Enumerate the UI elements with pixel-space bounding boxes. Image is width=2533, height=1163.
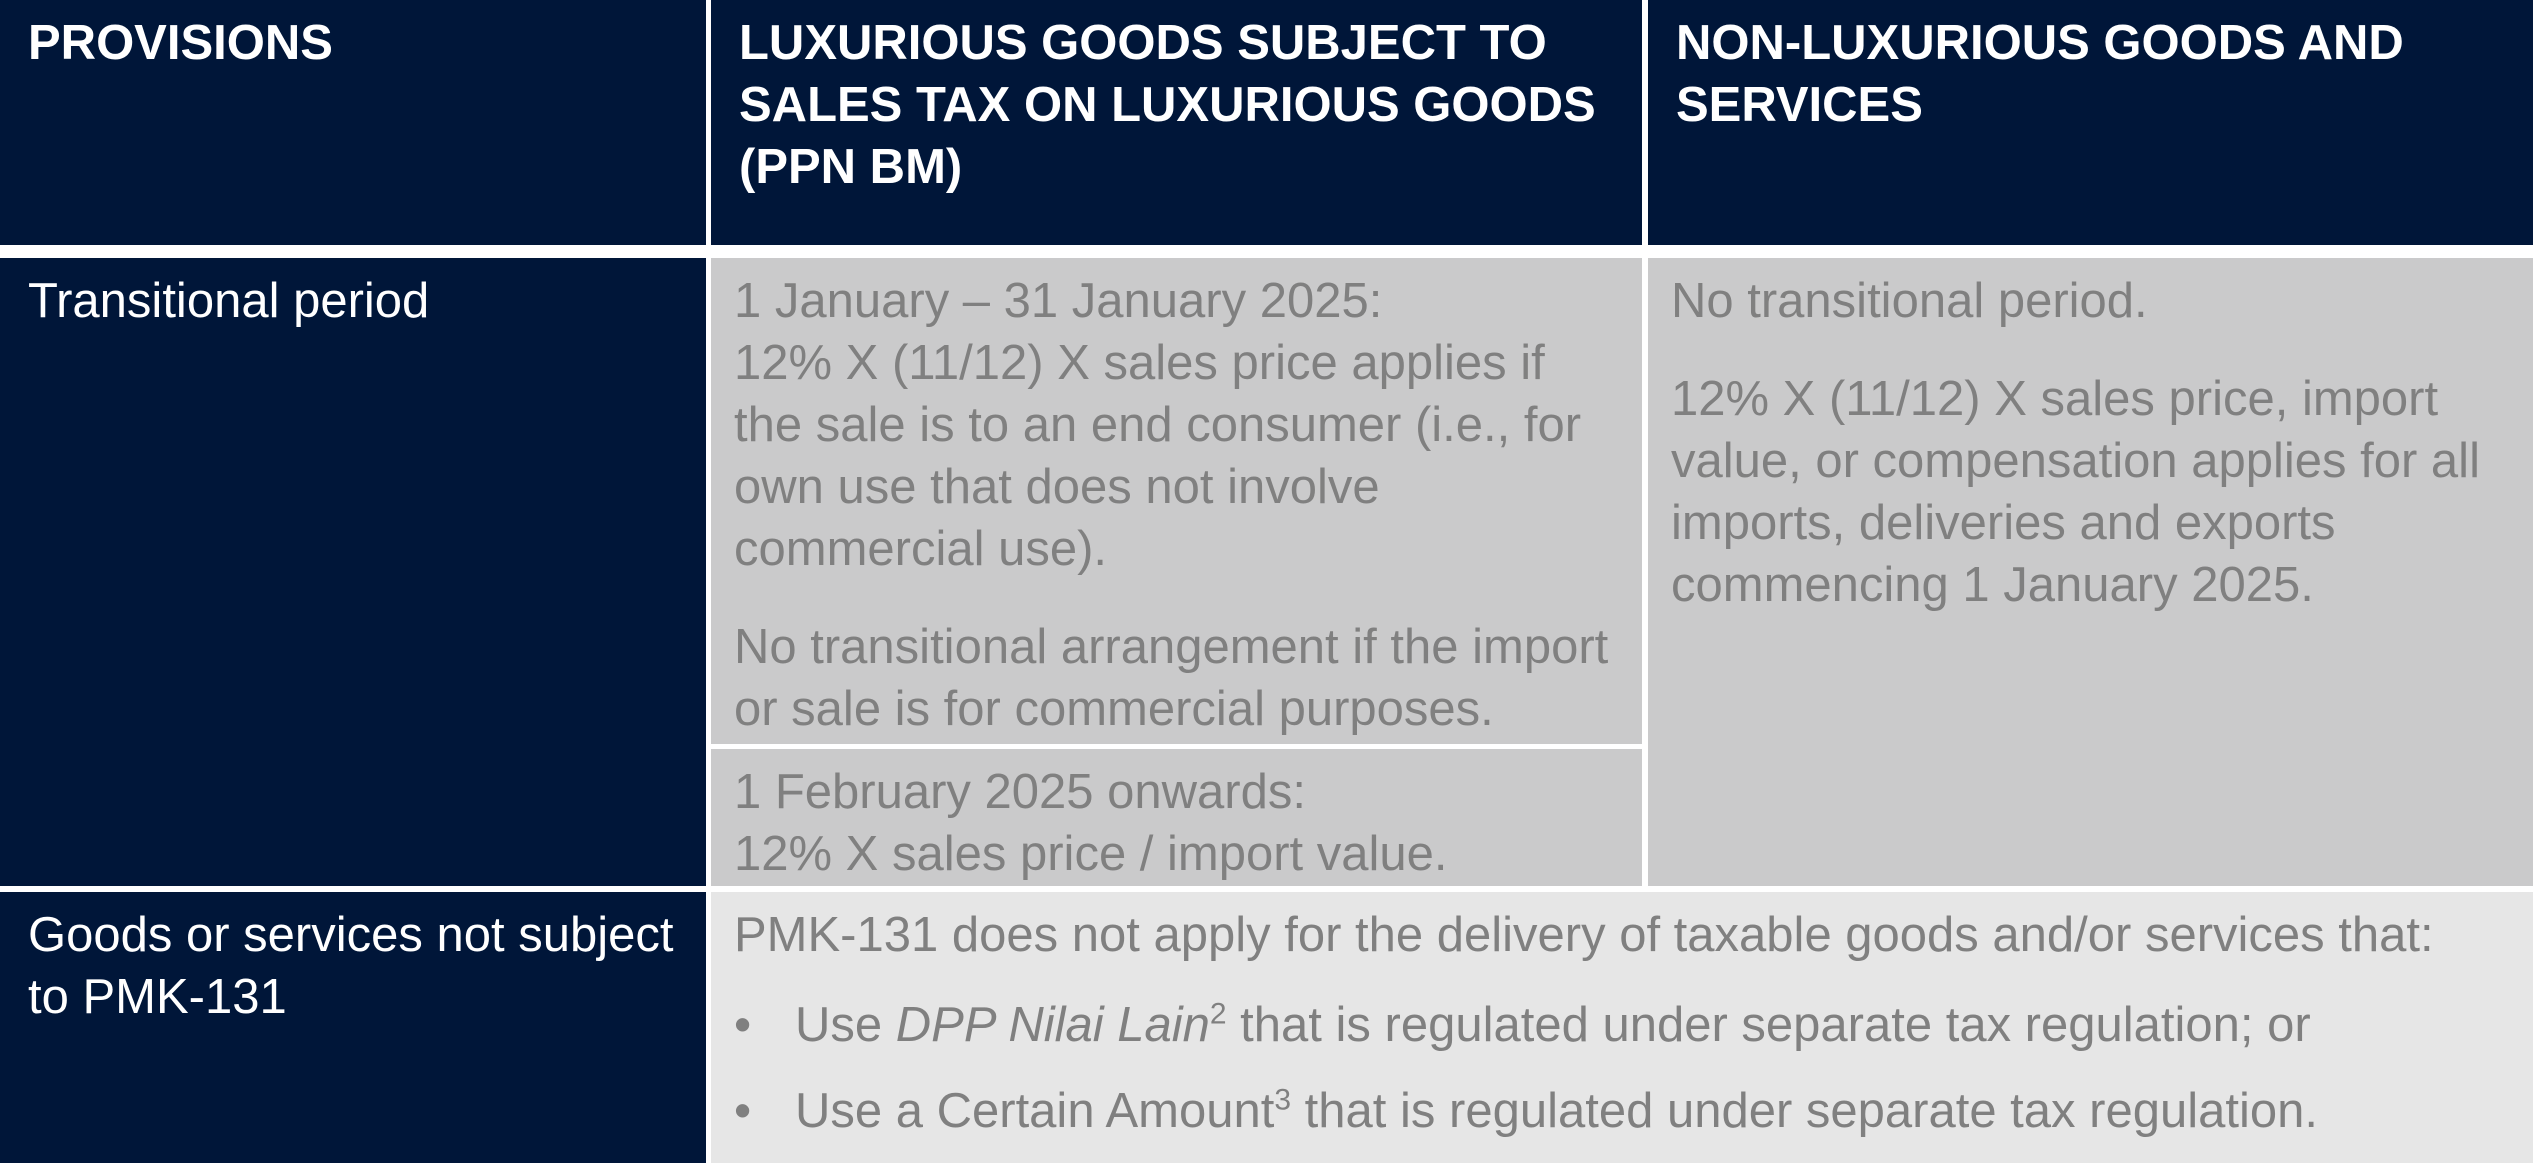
row-label-not-subject-text: Goods or services not subject to PMK-131 bbox=[28, 908, 674, 1024]
bullet-2-suffix: that is regulated under separate tax reg… bbox=[1291, 1084, 2318, 1138]
row-label-not-subject: Goods or services not subject to PMK-131 bbox=[0, 892, 706, 1163]
header-luxurious-text: LUXURIOUS GOODS SUBJECT TO SALES TAX ON … bbox=[739, 16, 1596, 194]
bullet-1-suffix: that is regulated under separate tax reg… bbox=[1226, 998, 2311, 1052]
bullet-1-footnote: 2 bbox=[1209, 997, 1227, 1031]
header-provisions-text: PROVISIONS bbox=[28, 16, 333, 70]
row-label-transitional-text: Transitional period bbox=[28, 274, 430, 328]
luxurious-period-2: 1 February 2025 onwards: 12% X sales pri… bbox=[711, 749, 1642, 886]
bullet-item-dpp-nilai-lain: • Use DPP Nilai Lain2 that is regulated … bbox=[734, 994, 2505, 1056]
luxurious-period-1: 1 January – 31 January 2025: 12% X (11/1… bbox=[711, 258, 1642, 744]
header-non-luxurious-goods: NON-LUXURIOUS GOODS AND SERVICES bbox=[1648, 0, 2533, 245]
not-subject-content: PMK-131 does not apply for the delivery … bbox=[711, 892, 2533, 1163]
row-label-transitional-period: Transitional period bbox=[0, 258, 706, 886]
non-luxurious-line-1: No transitional period. bbox=[1671, 274, 2148, 328]
period-2-date: 1 February 2025 onwards: bbox=[734, 765, 1306, 819]
period-1-date: 1 January – 31 January 2025: bbox=[734, 274, 1383, 328]
bullet-item-certain-amount: • Use a Certain Amount3 that is regulate… bbox=[734, 1080, 2505, 1142]
bullet-1-emphasis: DPP Nilai Lain bbox=[895, 998, 1210, 1052]
period-1-rule: 12% X (11/12) X sales price applies if t… bbox=[734, 336, 1582, 576]
header-luxurious-goods: LUXURIOUS GOODS SUBJECT TO SALES TAX ON … bbox=[711, 0, 1642, 245]
period-2-rule: 12% X sales price / import value. bbox=[734, 827, 1448, 881]
bullet-marker: • bbox=[734, 998, 752, 1052]
bullet-2-prefix: Use a Certain Amount bbox=[795, 1084, 1275, 1138]
bullet-1-prefix: Use bbox=[795, 998, 896, 1052]
header-provisions: PROVISIONS bbox=[0, 0, 706, 245]
bullet-2-footnote: 3 bbox=[1274, 1083, 1292, 1117]
non-luxurious-transitional: No transitional period. 12% X (11/12) X … bbox=[1648, 258, 2533, 886]
non-luxurious-line-2: 12% X (11/12) X sales price, import valu… bbox=[1671, 372, 2480, 612]
bullet-marker: • bbox=[734, 1084, 752, 1138]
period-1-note: No transitional arrangement if the impor… bbox=[734, 620, 1609, 736]
header-non-luxurious-text: NON-LUXURIOUS GOODS AND SERVICES bbox=[1676, 16, 2404, 132]
not-subject-intro: PMK-131 does not apply for the delivery … bbox=[734, 908, 2434, 962]
